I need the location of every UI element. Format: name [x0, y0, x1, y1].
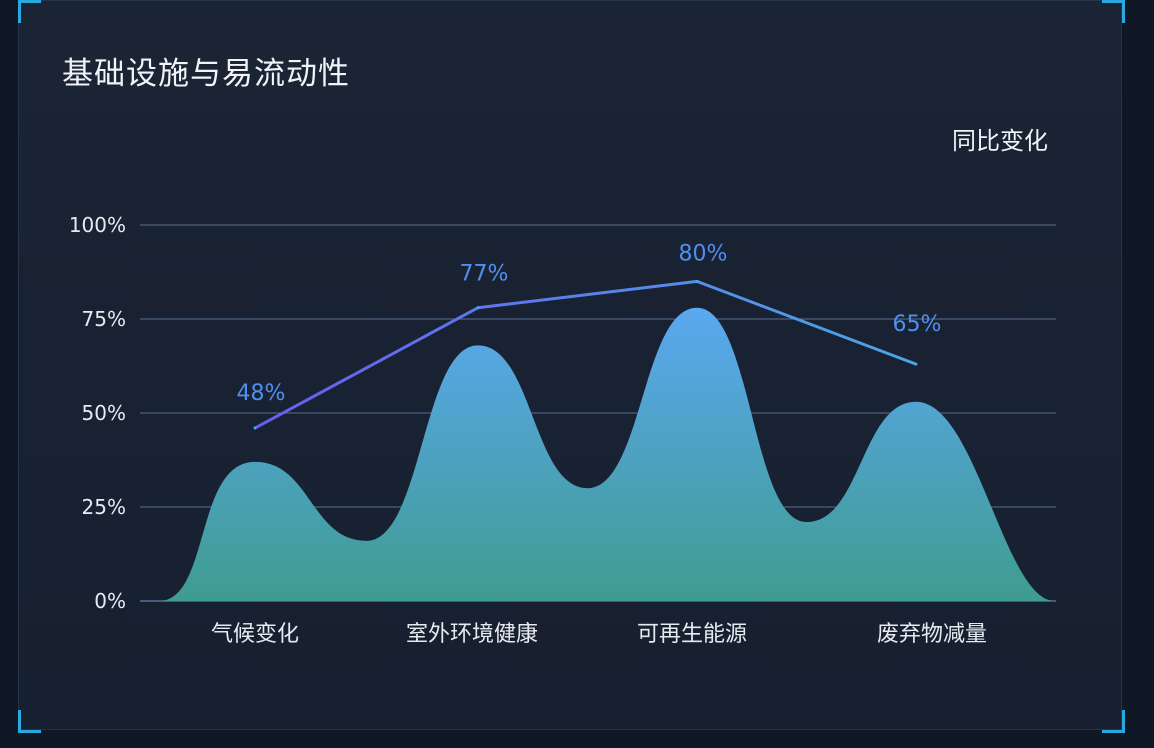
- legend[interactable]: 同比变化: [890, 127, 1048, 155]
- legend-label: 同比变化: [952, 127, 1048, 155]
- y-tick-label: 50%: [82, 401, 126, 425]
- area-shape: [160, 307, 1054, 601]
- line-point[interactable]: [476, 306, 480, 310]
- corner-decoration: [1102, 710, 1125, 733]
- line-point[interactable]: [253, 426, 257, 430]
- area-series: [160, 307, 1054, 601]
- line-path: [254, 279, 917, 430]
- y-tick-label: 75%: [82, 307, 126, 331]
- chart-title: 基础设施与易流动性: [62, 56, 350, 92]
- data-label: 80%: [679, 241, 728, 266]
- y-axis-ticks: 0% 25% 50% 75% 100%: [69, 213, 126, 613]
- corner-decoration: [18, 0, 41, 23]
- y-tick-label: 25%: [82, 495, 126, 519]
- data-label: 65%: [893, 312, 942, 337]
- data-labels: 48% 77% 80% 65%: [237, 241, 942, 406]
- corner-decoration: [1102, 0, 1125, 23]
- line-series: [253, 279, 918, 430]
- line-point[interactable]: [695, 279, 699, 283]
- x-tick-label: 室外环境健康: [406, 622, 538, 647]
- y-tick-label: 0%: [94, 589, 126, 613]
- chart-panel: [18, 0, 1122, 730]
- x-tick-label: 可再生能源: [637, 622, 747, 647]
- line-point[interactable]: [914, 362, 918, 366]
- y-tick-label: 100%: [69, 213, 126, 237]
- x-tick-label: 气候变化: [211, 622, 299, 647]
- corner-decoration: [18, 710, 41, 733]
- x-tick-label: 废弃物减量: [877, 622, 987, 647]
- data-label: 77%: [460, 262, 509, 287]
- data-label: 48%: [237, 381, 286, 406]
- x-axis-ticks: 气候变化 室外环境健康 可再生能源 废弃物减量: [211, 622, 987, 647]
